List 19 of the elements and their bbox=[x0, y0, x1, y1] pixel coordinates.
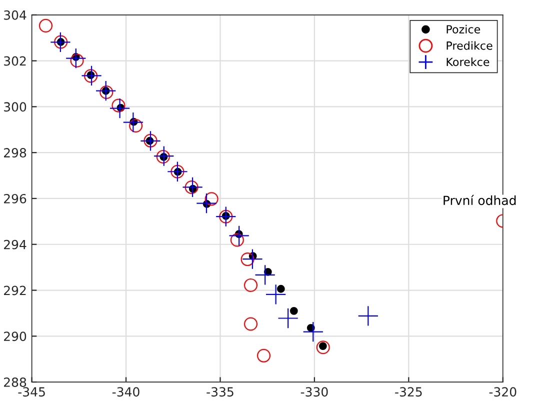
y-tick-label: 304 bbox=[4, 10, 26, 20]
legend-label: Predikce bbox=[446, 41, 492, 50]
annotation: První odhad bbox=[444, 194, 516, 206]
x-tick-label: -320 bbox=[489, 387, 516, 397]
x-tick-label: -340 bbox=[112, 387, 140, 397]
y-tick-label: 300 bbox=[4, 102, 26, 112]
x-tick-label: -325 bbox=[395, 387, 422, 397]
y-tick-label: 288 bbox=[4, 378, 26, 387]
y-tick-label: 296 bbox=[4, 194, 26, 204]
y-tick-label: 302 bbox=[4, 56, 26, 66]
x-tick-label: -330 bbox=[300, 387, 328, 397]
legend-label: Pozice bbox=[446, 24, 480, 34]
y-tick-label: 292 bbox=[4, 286, 26, 296]
x-tick-label: -345 bbox=[18, 387, 45, 397]
y-tick-label: 298 bbox=[4, 148, 26, 158]
y-tick-label: 294 bbox=[4, 240, 26, 250]
x-tick-label: -335 bbox=[206, 387, 234, 397]
y-tick-label: 290 bbox=[4, 332, 26, 342]
legend-label: Korekce bbox=[446, 58, 490, 66]
